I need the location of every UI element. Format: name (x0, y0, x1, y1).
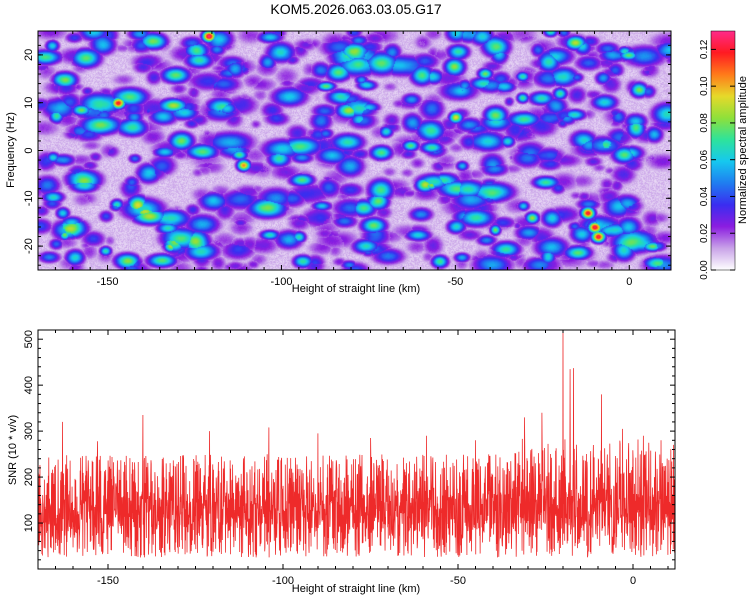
colorbar-tick-label: 0.06 (699, 150, 710, 170)
colorbar-tick-label: 0.00 (699, 260, 710, 280)
x-tick-label: -50 (450, 575, 466, 587)
colorbar: 0.00 0.02 0.04 0.06 0.08 0.10 0.12 Normalized … (699, 31, 749, 280)
spectrogram-x-label: Height of straight line (km) (292, 283, 420, 295)
figure-title: KOM5.2026.063.03.05.G17 (270, 1, 441, 17)
colorbar-tick-label: 0.12 (699, 39, 710, 59)
y-tick-label: 500 (23, 330, 35, 348)
colorbar-tick-label: 0.04 (699, 186, 710, 206)
snr-panel: -150 -100 -50 0 100 200 300 400 500 Height of s… (7, 330, 675, 595)
x-tick-label: -150 (97, 276, 119, 288)
snr-line (38, 330, 675, 557)
snr-x-label: Height of straight line (km) (292, 583, 420, 595)
colorbar-tick-label: 0.08 (699, 113, 710, 133)
colorbar-tick-label: 0.02 (699, 223, 710, 243)
y-tick-label: -20 (23, 238, 35, 254)
colorbar-label: Normalized spectral amplitude (737, 76, 749, 224)
x-tick-label: -100 (272, 575, 294, 587)
colorbar-tick-label: 0.10 (699, 76, 710, 96)
spectrogram-y-label: Frequency (Hz) (5, 112, 17, 188)
x-tick-label: -150 (97, 575, 119, 587)
x-tick-label: 0 (630, 575, 636, 587)
x-tick-label: 0 (626, 276, 632, 288)
x-tick-label: -50 (447, 276, 463, 288)
y-tick-label: 0 (23, 147, 35, 153)
spectrogram-heatmap (38, 31, 671, 270)
x-tick-label: -100 (270, 276, 292, 288)
y-tick-label: 10 (23, 97, 35, 109)
y-tick-label: -10 (23, 190, 35, 206)
spectrogram-panel: -150 -100 -50 0 -20-1001020 Height of strai… (5, 31, 671, 295)
y-tick-label: 300 (23, 422, 35, 440)
snr-series (38, 330, 675, 557)
y-tick-label: 400 (23, 376, 35, 394)
snr-y-label: SNR (10 * v/v) (7, 415, 19, 485)
y-tick-label: 100 (23, 514, 35, 532)
y-tick-label: 20 (23, 49, 35, 61)
colorbar-gradient (711, 31, 735, 270)
y-tick-label: 200 (23, 468, 35, 486)
